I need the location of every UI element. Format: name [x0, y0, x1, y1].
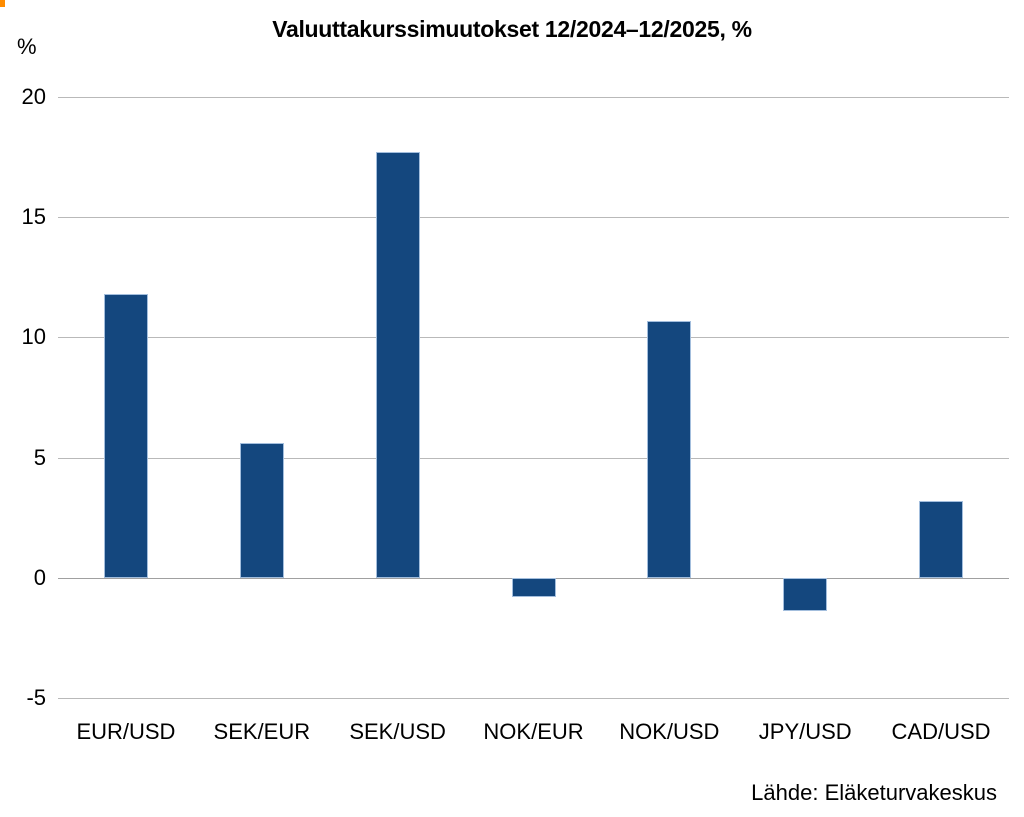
chart-title: Valuuttakurssimuutokset 12/2024–12/2025,… [272, 16, 752, 42]
corner-mark [0, 0, 5, 7]
x-tick-label: EUR/USD [76, 719, 176, 744]
x-tick-label: SEK/USD [349, 719, 446, 744]
y-tick-label: 20 [21, 84, 46, 109]
bar-nok-usd [647, 320, 692, 578]
bar-nok-eur [511, 577, 556, 597]
y-tick-label: 10 [21, 324, 46, 350]
y-axis-unit-label: % [17, 34, 37, 59]
bar-cad-usd [919, 500, 964, 578]
gridline [58, 337, 1009, 339]
x-tick-label: NOK/EUR [483, 719, 584, 744]
gridline [58, 457, 1009, 459]
plot-area [58, 97, 1009, 699]
y-tick-label: 5 [33, 444, 46, 470]
source-note: Lähde: Eläketurvakeskus [751, 780, 997, 805]
y-tick-label: -5 [26, 685, 46, 710]
x-tick-label: JPY/USD [758, 719, 852, 744]
y-tick-label: 15 [21, 204, 46, 230]
x-tick-label: CAD/USD [891, 719, 991, 744]
x-tick-label: SEK/EUR [213, 719, 311, 744]
y-tick-label: 0 [33, 564, 46, 590]
bar-eur-usd [103, 294, 148, 578]
x-tick-label: NOK/USD [619, 719, 720, 744]
bar-sek-eur [239, 443, 284, 578]
gridline [58, 217, 1009, 219]
gridline [58, 698, 1009, 699]
bar-jpy-usd [783, 577, 828, 612]
bar-sek-usd [375, 152, 420, 578]
gridline [58, 97, 1009, 98]
y-axis: 20 15 10 5 0 -5 [0, 0, 46, 817]
